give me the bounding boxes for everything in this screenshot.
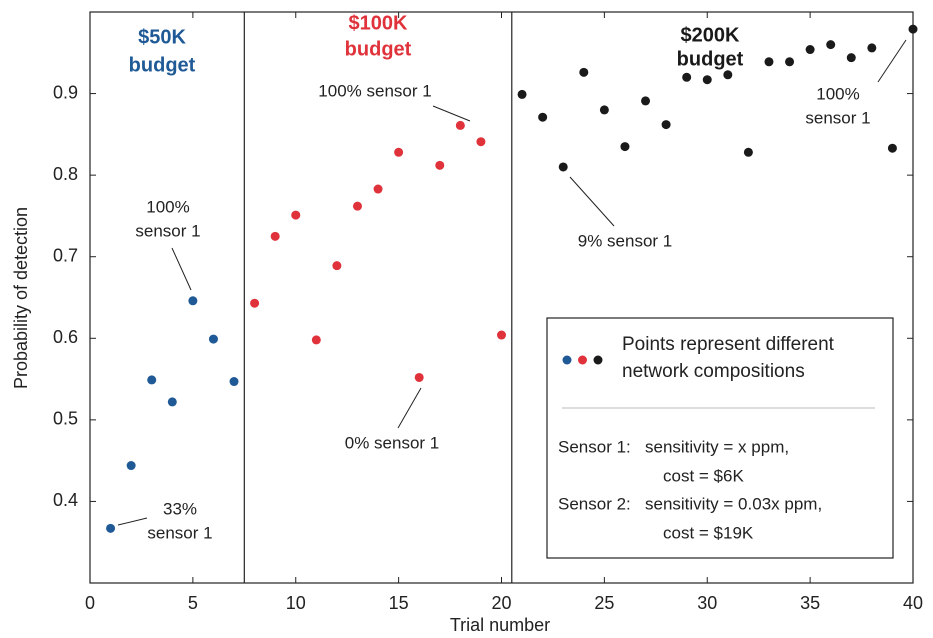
- point: [373, 184, 383, 194]
- point: [332, 261, 342, 271]
- legend-note: cost = $6K: [663, 466, 744, 485]
- region-label: budget: [129, 54, 196, 76]
- point: [106, 523, 116, 533]
- legend-text: network compositions: [622, 361, 805, 382]
- x-axis-label: Trial number: [450, 615, 550, 635]
- y-tick-label: 0.9: [53, 82, 78, 102]
- region-label: budget: [345, 38, 412, 60]
- annotation: 0% sensor 1: [345, 433, 440, 452]
- point: [517, 89, 527, 99]
- y-tick-label: 0.4: [53, 490, 78, 510]
- point: [435, 160, 445, 170]
- point: [147, 375, 157, 385]
- point: [311, 335, 321, 345]
- legend-text: Points represent different: [622, 334, 835, 355]
- point: [682, 72, 692, 82]
- x-tick-label: 10: [286, 593, 306, 613]
- point: [229, 377, 239, 387]
- point: [167, 397, 177, 407]
- x-tick-label: 15: [389, 593, 409, 613]
- point: [291, 210, 301, 220]
- x-tick-label: 5: [188, 593, 198, 613]
- point: [846, 53, 856, 63]
- y-tick-label: 0.7: [53, 245, 78, 265]
- legend-note: sensitivity = 0.03x ppm,: [645, 494, 822, 513]
- point: [599, 105, 609, 115]
- region-label: $100K: [349, 12, 408, 34]
- point: [208, 334, 218, 344]
- x-tick-label: 40: [903, 593, 923, 613]
- x-tick-label: 35: [800, 593, 820, 613]
- point: [826, 40, 836, 50]
- annotation-leader: [171, 247, 192, 291]
- legend-note: cost = $19K: [663, 523, 754, 542]
- point: [702, 75, 712, 85]
- point: [661, 120, 671, 130]
- legend-note: Sensor 2:: [558, 494, 631, 513]
- point: [270, 231, 280, 241]
- legend-marker: [578, 355, 587, 365]
- y-axis-label: Probability of detection: [11, 207, 31, 389]
- point: [908, 24, 918, 34]
- x-tick-label: 25: [594, 593, 614, 613]
- point: [455, 120, 465, 130]
- point: [805, 45, 815, 55]
- annotation: sensor 1: [147, 523, 212, 542]
- annotation: sensor 1: [805, 108, 870, 127]
- annotation-leader: [432, 105, 471, 122]
- point: [414, 372, 424, 382]
- x-tick-label: 20: [491, 593, 511, 613]
- annotation-leader: [117, 517, 148, 526]
- annotation-leader: [397, 387, 422, 429]
- annotation: 100% sensor 1: [318, 81, 431, 100]
- point: [785, 57, 795, 67]
- point: [579, 67, 589, 77]
- annotation-leader: [877, 39, 907, 83]
- legend-marker: [562, 355, 572, 365]
- annotation: 100%: [146, 197, 189, 216]
- annotation: 33%: [163, 499, 197, 518]
- legend-box: [546, 317, 894, 559]
- y-tick-label: 0.5: [53, 409, 78, 429]
- x-tick-label: 0: [85, 593, 95, 613]
- legend-note: sensitivity = x ppm,: [645, 437, 789, 456]
- point: [764, 57, 774, 67]
- point: [188, 296, 198, 306]
- point: [126, 461, 136, 471]
- annotation: 100%: [816, 84, 859, 103]
- point: [497, 330, 506, 340]
- annotation: 9% sensor 1: [578, 231, 673, 250]
- annotation-leader: [569, 176, 615, 227]
- y-tick-label: 0.8: [53, 164, 78, 184]
- point: [558, 162, 568, 172]
- region-label: budget: [677, 48, 744, 70]
- point: [250, 298, 260, 308]
- point: [352, 201, 362, 211]
- legend-note: Sensor 1:: [558, 437, 631, 456]
- x-tick-label: 30: [697, 593, 717, 613]
- region-label: $200K: [681, 24, 740, 46]
- region-label: $50K: [138, 26, 186, 48]
- point: [538, 112, 548, 122]
- annotation: sensor 1: [135, 221, 200, 240]
- legend-marker: [593, 355, 603, 365]
- point: [476, 137, 486, 147]
- y-tick-label: 0.6: [53, 327, 78, 347]
- point: [887, 143, 897, 153]
- point: [620, 142, 630, 152]
- point: [743, 147, 753, 157]
- point: [723, 70, 733, 80]
- point: [641, 96, 651, 106]
- point: [867, 43, 877, 53]
- point: [394, 147, 404, 157]
